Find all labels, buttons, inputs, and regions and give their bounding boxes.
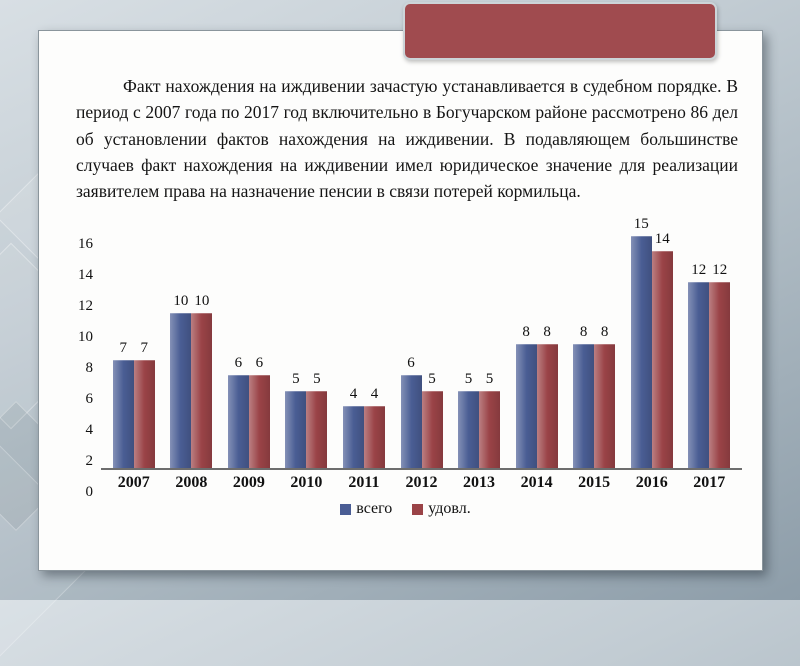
bar-удовл.: 10 (191, 294, 213, 469)
bar-удовл.: 14 (651, 232, 673, 469)
y-axis-tick: 0 (85, 484, 94, 501)
bar-всего: 8 (515, 325, 537, 469)
y-axis-tick: 10 (78, 329, 93, 346)
bar-value-label: 12 (712, 262, 728, 279)
bar-value-label: 8 (579, 324, 588, 341)
bar-всего: 6 (400, 356, 422, 469)
legend-label: всего (356, 500, 393, 518)
bar-удовл.: 8 (536, 325, 558, 469)
bar-group: 10 10 (163, 220, 221, 469)
bar-удовл.: 4 (363, 387, 385, 469)
legend-item: всего (340, 500, 392, 518)
plot-area: 7 7 10 10 6 6 5 5 4 4 6 5 5 5 8 8 8 8 15 14 12 12 (101, 216, 742, 471)
bar-всего: 15 (630, 216, 652, 469)
bar-удовл.: 7 (133, 340, 155, 469)
bar-value-label: 8 (600, 324, 609, 341)
bar-value-label: 10 (194, 293, 210, 310)
bar-value-label: 8 (543, 324, 551, 341)
bar-value-label: 5 (313, 370, 321, 387)
x-axis-label: 2010 (290, 474, 323, 492)
x-axis-label: 2016 (635, 474, 668, 492)
chart-body: 0 2 4 6 8 10 12 14 16 7 7 10 10 6 6 5 5 4 4 6 5 5 5 8 8 8 8 15 14 12… (69, 216, 742, 500)
y-axis-tick: 16 (78, 236, 93, 253)
bar-value-label: 12 (691, 262, 707, 279)
x-axis-label: 2007 (117, 474, 150, 492)
x-axis-label: 2013 (463, 474, 496, 492)
bar-value-label: 14 (654, 231, 670, 248)
bar-value-label: 6 (234, 355, 243, 372)
bar-удовл.: 6 (248, 356, 270, 469)
y-axis-tick: 14 (78, 267, 93, 284)
chart-legend: всего удовл. (69, 500, 742, 518)
y-axis: 0 2 4 6 8 10 12 14 16 (69, 237, 101, 500)
bar-value-label: 7 (119, 339, 128, 356)
bar-всего: 4 (342, 387, 364, 469)
y-axis-tick: 4 (85, 422, 94, 439)
slide-card: Факт нахождения на иждивении зачастую ус… (38, 30, 763, 571)
bar-удовл.: 12 (709, 263, 731, 469)
body-text: Факт нахождения на иждивении зачастую ус… (76, 76, 738, 201)
bar-всего: 8 (573, 325, 595, 469)
x-axis-label: 2009 (232, 474, 265, 492)
x-axis-label: 2014 (520, 474, 553, 492)
x-axis: 2007 2008 2009 2010 2011 2012 2013 2014 2015 2016… (101, 474, 742, 492)
bar-value-label: 10 (173, 293, 189, 310)
bar-всего: 5 (458, 371, 480, 469)
bar-value-label: 8 (522, 324, 530, 341)
bar-удовл.: 5 (421, 371, 443, 469)
y-axis-tick: 12 (78, 298, 93, 315)
bar-value-label: 5 (292, 370, 300, 387)
bar-value-label: 5 (464, 370, 473, 387)
x-axis-label: 2012 (405, 474, 438, 492)
bar-value-label: 4 (349, 386, 358, 403)
x-axis-label: 2017 (693, 474, 726, 492)
y-axis-tick: 8 (85, 360, 94, 377)
bar-value-label: 5 (428, 370, 436, 387)
bar-value-label: 5 (485, 370, 494, 387)
bar-value-label: 15 (633, 215, 649, 232)
bar-chart: 0 2 4 6 8 10 12 14 16 7 7 10 10 6 6 5 5 4 4 6 5 5 5 8 8 8 8 15 14 12… (69, 216, 742, 518)
legend-swatch (340, 503, 352, 515)
bar-value-label: 6 (255, 355, 264, 372)
bar-всего: 6 (227, 356, 249, 469)
y-axis-tick: 2 (85, 453, 94, 470)
x-axis-label: 2011 (348, 474, 380, 492)
bar-всего: 5 (285, 371, 307, 469)
x-axis-label: 2015 (578, 474, 611, 492)
legend-item: удовл. (412, 500, 471, 518)
bar-value-label: 6 (407, 355, 415, 372)
bar-всего: 10 (170, 294, 192, 469)
bar-удовл.: 8 (594, 325, 616, 469)
top-ribbon-decoration (403, 2, 717, 60)
bar-value-label: 4 (370, 386, 379, 403)
plot-wrap: 7 7 10 10 6 6 5 5 4 4 6 5 5 5 8 8 8 8 15 14 12 12 2007 2008 200… (101, 216, 742, 492)
x-axis-label: 2008 (175, 474, 208, 492)
y-axis-tick: 6 (85, 391, 94, 408)
legend-swatch (412, 503, 424, 515)
bar-group: 12 12 (680, 220, 738, 469)
bar-всего: 7 (112, 340, 134, 469)
bar-всего: 12 (688, 263, 710, 469)
bar-group: 15 14 (623, 216, 681, 469)
legend-label: удовл. (428, 500, 471, 518)
bar-удовл.: 5 (479, 371, 501, 469)
bar-удовл.: 5 (306, 371, 328, 469)
bar-value-label: 7 (140, 339, 149, 356)
